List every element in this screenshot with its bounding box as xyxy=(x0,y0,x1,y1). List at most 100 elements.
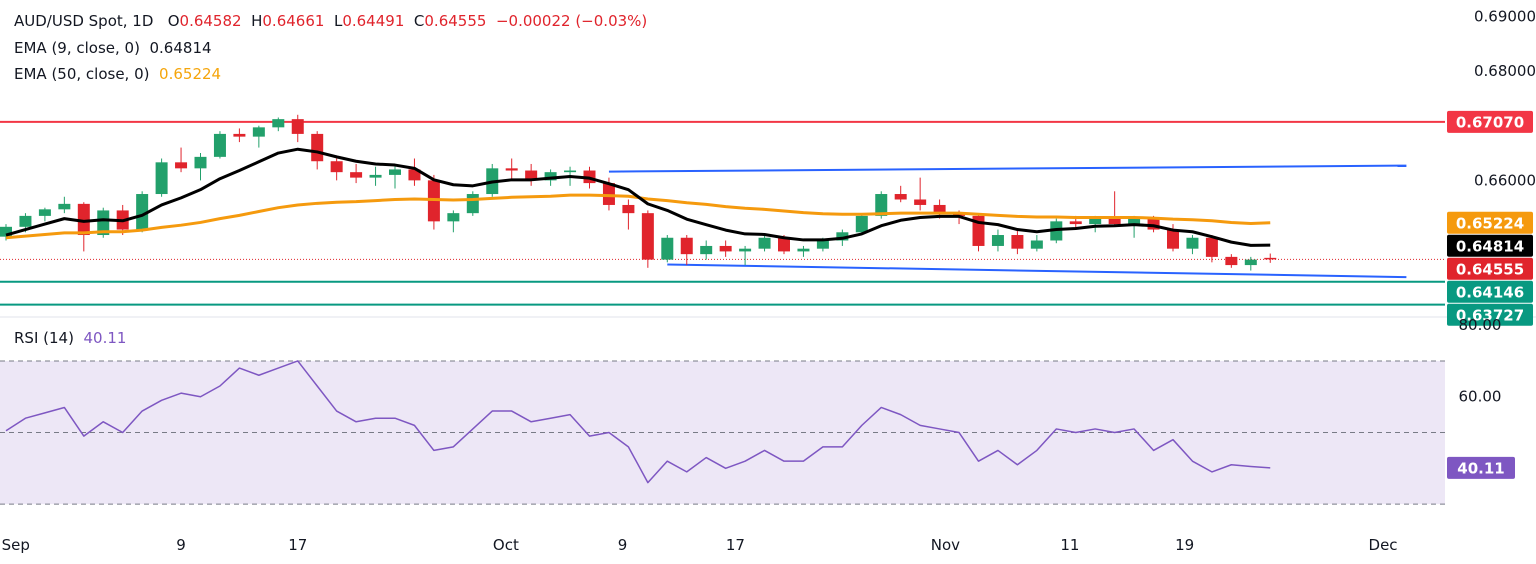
candle[interactable] xyxy=(447,210,460,233)
price-badge[interactable]: 0.65224 xyxy=(1447,211,1533,234)
price-badge[interactable]: 0.64814 xyxy=(1447,234,1533,257)
candle[interactable] xyxy=(175,147,188,173)
candle[interactable] xyxy=(213,131,226,159)
candle-body xyxy=(97,210,110,236)
candle[interactable] xyxy=(661,235,674,263)
candle[interactable] xyxy=(272,117,285,132)
candle[interactable] xyxy=(408,158,421,186)
price-badge-text: 0.67070 xyxy=(1456,113,1524,131)
candle-body xyxy=(1030,240,1043,249)
candle-body xyxy=(622,204,635,214)
candle[interactable] xyxy=(291,114,304,143)
candle-body xyxy=(680,237,693,255)
x-tick-label: 17 xyxy=(726,536,745,554)
candle[interactable] xyxy=(991,229,1004,252)
candle-body xyxy=(602,183,615,205)
price-badge-text: 0.65224 xyxy=(1456,214,1524,232)
candle[interactable] xyxy=(1030,235,1043,252)
channel-line-1[interactable] xyxy=(667,263,1407,279)
candle[interactable] xyxy=(194,153,207,181)
candle[interactable] xyxy=(1244,256,1257,271)
candle[interactable] xyxy=(38,207,51,222)
candle[interactable] xyxy=(389,163,401,189)
price-pane xyxy=(0,114,1445,306)
price-badge-text: 0.64814 xyxy=(1456,237,1524,255)
candle-body xyxy=(1128,218,1141,225)
candle[interactable] xyxy=(719,240,732,257)
price-badge[interactable]: 0.63727 xyxy=(1447,303,1533,326)
candle[interactable] xyxy=(1186,235,1199,255)
candle-body xyxy=(155,162,168,195)
high-value: 0.64661 xyxy=(262,12,325,30)
x-tick-label: 17 xyxy=(288,536,307,554)
candle[interactable] xyxy=(680,235,693,266)
candle[interactable] xyxy=(525,163,538,186)
price-badge[interactable]: 0.67070 xyxy=(1447,110,1533,133)
price-badge[interactable]: 0.64555 xyxy=(1447,257,1533,280)
candle[interactable] xyxy=(369,166,382,186)
candle[interactable] xyxy=(758,235,771,252)
candle[interactable] xyxy=(233,128,246,143)
rsi-pane xyxy=(0,360,1445,505)
candle[interactable] xyxy=(155,158,168,197)
candle-body xyxy=(641,213,654,260)
candle-body xyxy=(369,174,382,178)
candle[interactable] xyxy=(252,125,265,148)
price-badge[interactable]: 0.64146 xyxy=(1447,280,1533,303)
ema50-line[interactable] xyxy=(5,193,1271,240)
candle[interactable] xyxy=(330,158,343,181)
candle[interactable] xyxy=(350,163,363,184)
candle-body xyxy=(1167,229,1179,249)
candle[interactable] xyxy=(855,213,868,236)
ohlc-legend: AUD/USD Spot, 1D O0.64582 H0.64661 L0.64… xyxy=(14,12,647,30)
candle[interactable] xyxy=(466,191,479,216)
candle[interactable] xyxy=(1264,253,1277,263)
candle[interactable] xyxy=(739,245,752,266)
price-badge-text: 0.64146 xyxy=(1456,283,1524,301)
candle[interactable] xyxy=(77,202,90,252)
rsi-value-badge[interactable]: 40.11 xyxy=(1447,456,1515,479)
price-badge-bg xyxy=(1447,234,1533,257)
channel-line-0[interactable] xyxy=(608,164,1407,173)
candle[interactable] xyxy=(797,245,810,257)
candle[interactable] xyxy=(622,199,635,230)
candle-body xyxy=(1186,237,1199,249)
x-tick-label: 9 xyxy=(176,536,186,554)
ema50-label: EMA (50, close, 0) xyxy=(14,65,150,83)
ema50-legend[interactable]: EMA (50, close, 0) 0.65224 xyxy=(14,65,221,83)
ema9-line[interactable] xyxy=(5,147,1271,247)
open-label: O xyxy=(167,12,180,30)
candle-body xyxy=(991,235,1004,246)
candle-body xyxy=(836,232,849,241)
candle[interactable] xyxy=(700,240,713,260)
candle[interactable] xyxy=(427,174,440,230)
candle[interactable] xyxy=(1225,254,1238,268)
candle[interactable] xyxy=(311,131,324,170)
x-axis: Sep 9 17 Oct 9 17 Nov 11 19 Dec xyxy=(2,536,1398,554)
rsi-badge-text: 40.11 xyxy=(1457,459,1504,477)
candle[interactable] xyxy=(505,158,518,181)
candle[interactable] xyxy=(914,177,927,211)
candle[interactable] xyxy=(1108,191,1121,227)
candle[interactable] xyxy=(1128,215,1141,238)
candle[interactable] xyxy=(972,213,985,252)
candle[interactable] xyxy=(1205,235,1218,263)
rsi-line[interactable] xyxy=(5,360,1271,484)
x-tick-label: 11 xyxy=(1060,536,1079,554)
candle-body xyxy=(1147,218,1160,230)
candle-body xyxy=(933,204,946,214)
rsi-legend[interactable]: RSI (14) 40.11 xyxy=(14,329,126,347)
candle-body xyxy=(330,161,343,173)
candle[interactable] xyxy=(641,210,654,268)
candle[interactable] xyxy=(58,196,71,214)
candle-body xyxy=(38,209,51,216)
candle-body xyxy=(778,237,790,252)
candle[interactable] xyxy=(894,185,907,203)
candle[interactable] xyxy=(136,191,149,233)
price-badge-text: 0.63727 xyxy=(1456,306,1524,324)
candle-body xyxy=(1225,256,1238,266)
candle[interactable] xyxy=(1011,229,1024,255)
ema9-legend[interactable]: EMA (9, close, 0) 0.64814 xyxy=(14,39,212,57)
candle-body xyxy=(58,203,71,210)
